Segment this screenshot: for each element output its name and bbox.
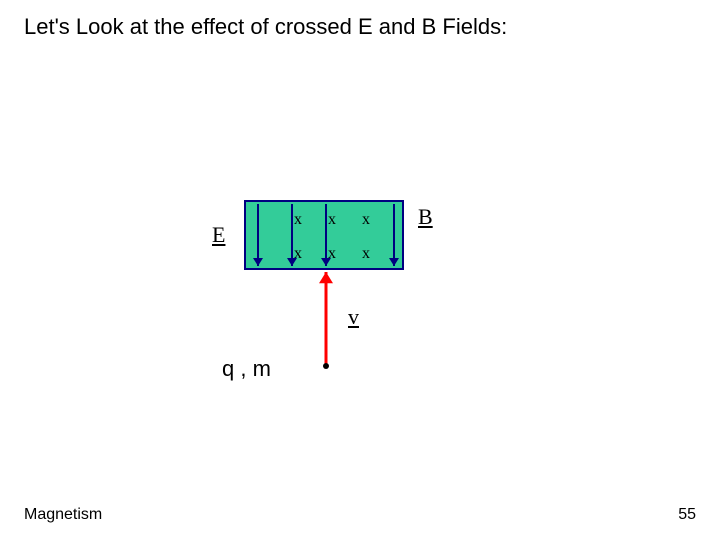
footer-page-number: 55 (678, 506, 696, 524)
label-b: B (418, 204, 433, 230)
label-qm: q , m (222, 356, 271, 382)
label-v: v (348, 304, 359, 330)
footer-topic: Magnetism (24, 506, 102, 524)
label-e: E (212, 222, 225, 248)
particle-dot (0, 0, 720, 540)
